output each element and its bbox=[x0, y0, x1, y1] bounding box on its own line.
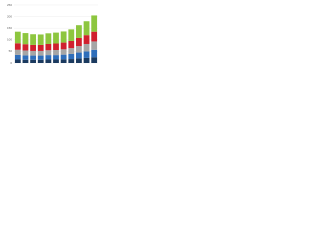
bar-segment bbox=[45, 33, 52, 44]
bar-segment bbox=[22, 33, 29, 45]
bar-segment bbox=[83, 51, 90, 58]
bar-segment bbox=[68, 29, 75, 41]
bar-segment bbox=[22, 59, 29, 63]
bar-segment bbox=[91, 31, 98, 42]
bar-segment bbox=[22, 55, 29, 60]
bar-segment bbox=[83, 57, 90, 63]
bar-segment bbox=[30, 55, 36, 60]
bar-segment bbox=[76, 46, 82, 53]
bar-segment bbox=[37, 44, 44, 51]
bar-segment bbox=[53, 55, 59, 60]
bar-segment bbox=[76, 25, 82, 38]
bar-segment bbox=[91, 49, 98, 58]
bar-segment bbox=[37, 50, 44, 56]
bar-segment bbox=[68, 48, 75, 54]
bar-segment bbox=[30, 50, 36, 56]
bar-segment bbox=[91, 57, 98, 63]
bar-segment bbox=[22, 44, 29, 51]
bar-segment bbox=[68, 59, 75, 63]
bar-segment bbox=[14, 31, 21, 44]
bar-segment bbox=[53, 50, 59, 56]
bar-segment bbox=[53, 32, 59, 44]
bar-segment bbox=[37, 34, 44, 45]
bar-segment bbox=[14, 49, 21, 55]
bar-segment bbox=[30, 44, 36, 51]
bar-segment bbox=[45, 55, 52, 60]
bar-segment bbox=[30, 59, 36, 63]
bar-segment bbox=[68, 40, 75, 49]
bar-segment bbox=[83, 21, 90, 36]
bar-segment bbox=[37, 59, 44, 63]
bar-segment bbox=[60, 54, 67, 60]
bar-segment bbox=[45, 43, 52, 51]
bar-segment bbox=[60, 59, 67, 63]
bar-segment bbox=[91, 15, 98, 32]
bar-segment bbox=[14, 54, 21, 60]
y-tick-label: 250 bbox=[7, 3, 12, 7]
y-tick-label: 50 bbox=[9, 49, 13, 53]
bar-segment bbox=[60, 31, 67, 43]
bar-segment bbox=[53, 43, 59, 51]
bar-segment bbox=[14, 43, 21, 50]
bar-segment bbox=[91, 41, 98, 50]
bar-segment bbox=[60, 42, 67, 50]
bar-segment bbox=[45, 50, 52, 56]
y-tick-label: 200 bbox=[7, 14, 12, 18]
chart: 0 50 100 150 200 250 bbox=[7, 3, 98, 65]
bar-segment bbox=[45, 59, 52, 63]
y-tick-label: 150 bbox=[7, 26, 12, 30]
bar-segment bbox=[37, 55, 44, 60]
bar-segment bbox=[76, 58, 82, 63]
y-tick-label: 100 bbox=[7, 38, 12, 42]
bar-segment bbox=[68, 53, 75, 60]
bar-segment bbox=[60, 49, 67, 55]
bar-segment bbox=[53, 59, 59, 63]
y-tick-label: 0 bbox=[10, 61, 12, 65]
bar-segment bbox=[83, 43, 90, 52]
bar-segment bbox=[76, 37, 82, 47]
bar-segment bbox=[22, 50, 29, 56]
bar-segment bbox=[14, 59, 21, 63]
bar-segment bbox=[76, 52, 82, 59]
bar-segment bbox=[83, 35, 90, 44]
bar-segment bbox=[30, 34, 36, 45]
